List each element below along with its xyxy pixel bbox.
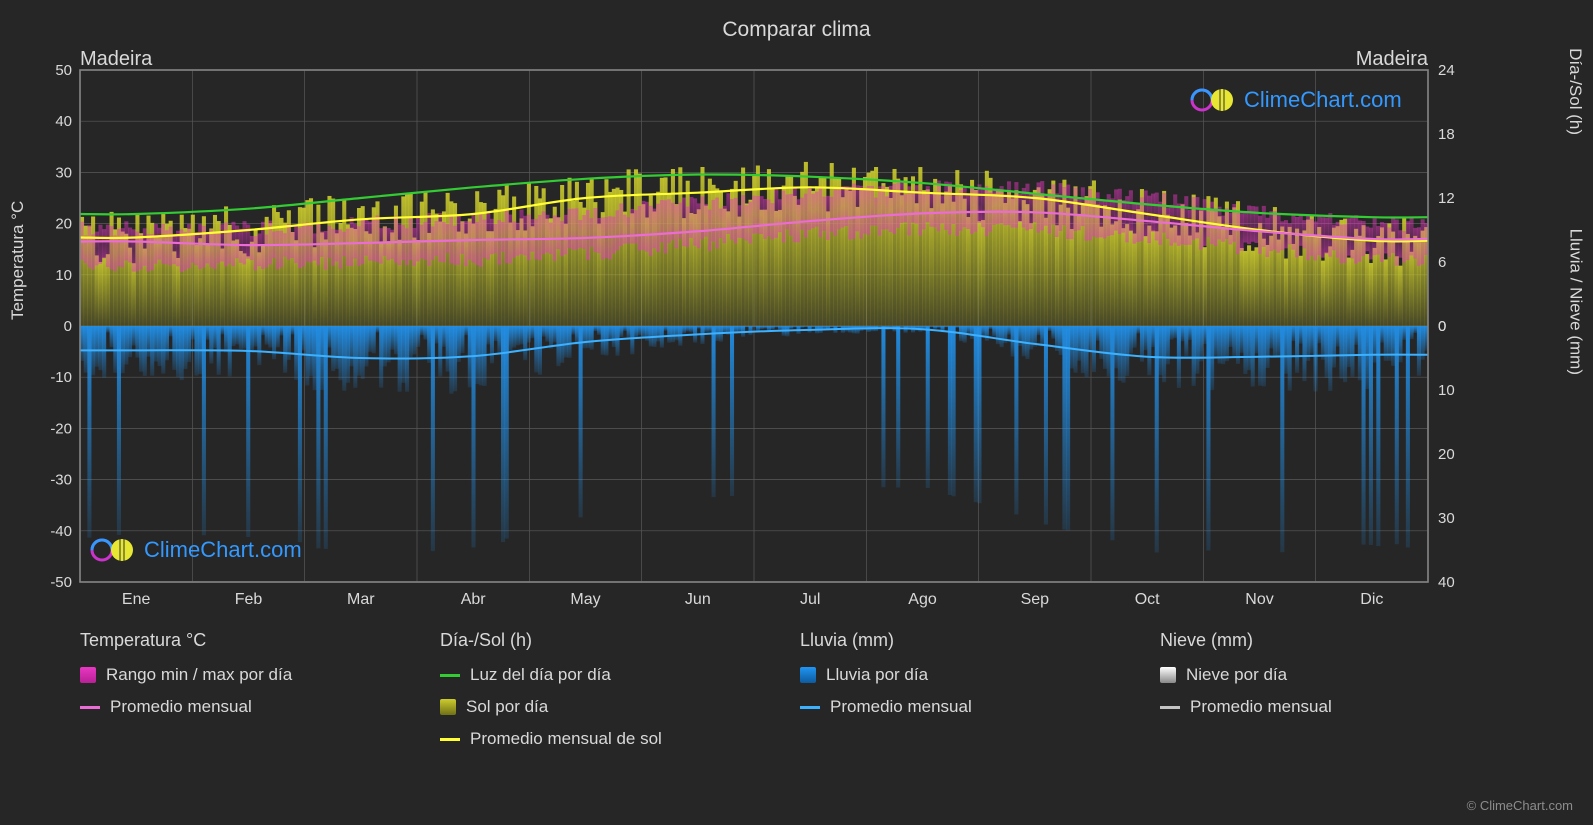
svg-text:Ene: Ene	[122, 591, 151, 608]
svg-text:40: 40	[1438, 574, 1455, 591]
svg-text:May: May	[570, 591, 600, 608]
watermark-bottom-left: ClimeChart.com	[90, 535, 302, 565]
svg-text:-10: -10	[50, 369, 72, 386]
legend-item: Sol por día	[440, 697, 780, 717]
svg-text:-20: -20	[50, 420, 72, 437]
svg-text:0: 0	[1438, 318, 1446, 335]
watermark-text: ClimeChart.com	[144, 537, 302, 563]
svg-text:20: 20	[55, 216, 72, 233]
svg-text:Sep: Sep	[1021, 591, 1050, 608]
legend: Temperatura °C Rango min / max por día Pro…	[80, 630, 1500, 761]
svg-text:Feb: Feb	[235, 591, 263, 608]
svg-text:50: 50	[55, 62, 72, 79]
legend-item: Rango min / max por día	[80, 665, 420, 685]
legend-item: Promedio mensual	[1160, 697, 1500, 717]
legend-item-label: Lluvia por día	[826, 665, 928, 685]
legend-item-label: Promedio mensual	[1190, 697, 1332, 717]
legend-item-label: Nieve por día	[1186, 665, 1287, 685]
svg-text:10: 10	[55, 267, 72, 284]
svg-text:-50: -50	[50, 574, 72, 591]
legend-column: Día-/Sol (h) Luz del día por día Sol por d…	[440, 630, 780, 761]
svg-text:40: 40	[55, 113, 72, 130]
svg-text:12: 12	[1438, 190, 1455, 207]
watermark-top-right: ClimeChart.com	[1190, 85, 1402, 115]
legend-item-label: Sol por día	[466, 697, 548, 717]
svg-text:Ago: Ago	[908, 591, 937, 608]
svg-text:20: 20	[1438, 446, 1455, 463]
legend-item: Promedio mensual	[80, 697, 420, 717]
legend-group-title: Lluvia (mm)	[800, 630, 1140, 651]
svg-text:24: 24	[1438, 62, 1455, 79]
watermark-text: ClimeChart.com	[1244, 87, 1402, 113]
svg-text:0: 0	[64, 318, 72, 335]
legend-item-label: Luz del día por día	[470, 665, 611, 685]
svg-text:-30: -30	[50, 472, 72, 489]
legend-item: Promedio mensual	[800, 697, 1140, 717]
legend-group-title: Nieve (mm)	[1160, 630, 1500, 651]
legend-column: Lluvia (mm) Lluvia por día Promedio mensua…	[800, 630, 1140, 761]
legend-item-label: Promedio mensual	[830, 697, 972, 717]
svg-text:30: 30	[1438, 510, 1455, 527]
svg-text:30: 30	[55, 164, 72, 181]
svg-text:Oct: Oct	[1135, 591, 1160, 608]
svg-text:Nov: Nov	[1245, 591, 1273, 608]
legend-item-label: Promedio mensual de sol	[470, 729, 662, 749]
svg-text:Jun: Jun	[685, 591, 711, 608]
legend-item: Lluvia por día	[800, 665, 1140, 685]
legend-item-label: Promedio mensual	[110, 697, 252, 717]
legend-item-label: Rango min / max por día	[106, 665, 292, 685]
svg-text:Abr: Abr	[461, 591, 487, 608]
legend-item: Luz del día por día	[440, 665, 780, 685]
legend-item: Promedio mensual de sol	[440, 729, 780, 749]
svg-text:18: 18	[1438, 126, 1455, 143]
climate-chart: Comparar clima Madeira Madeira Temperatu…	[0, 0, 1593, 825]
svg-text:6: 6	[1438, 254, 1446, 271]
legend-group-title: Día-/Sol (h)	[440, 630, 780, 651]
svg-text:Jul: Jul	[800, 591, 820, 608]
svg-text:10: 10	[1438, 382, 1455, 399]
svg-text:-40: -40	[50, 523, 72, 540]
svg-text:Mar: Mar	[347, 591, 375, 608]
copyright: © ClimeChart.com	[1467, 798, 1573, 813]
legend-item: Nieve por día	[1160, 665, 1500, 685]
legend-group-title: Temperatura °C	[80, 630, 420, 651]
legend-column: Temperatura °C Rango min / max por día Pro…	[80, 630, 420, 761]
legend-column: Nieve (mm) Nieve por día Promedio mensual	[1160, 630, 1500, 761]
svg-text:Dic: Dic	[1360, 591, 1383, 608]
